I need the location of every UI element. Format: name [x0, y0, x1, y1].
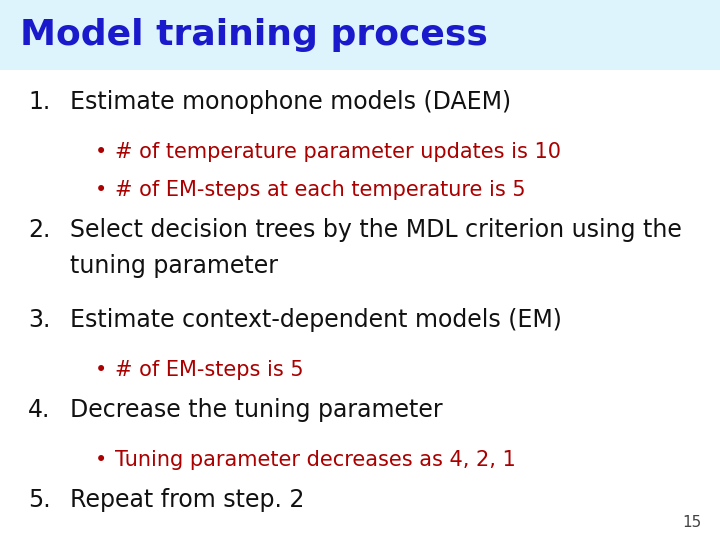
Text: 5.: 5. — [28, 488, 50, 512]
Text: •: • — [95, 180, 107, 200]
Text: Tuning parameter decreases as 4, 2, 1: Tuning parameter decreases as 4, 2, 1 — [115, 450, 516, 470]
Text: •: • — [95, 142, 107, 162]
Text: 3.: 3. — [28, 308, 50, 332]
Text: Repeat from step. 2: Repeat from step. 2 — [70, 488, 305, 512]
Text: # of temperature parameter updates is 10: # of temperature parameter updates is 10 — [115, 142, 561, 162]
Text: Estimate monophone models (DAEM): Estimate monophone models (DAEM) — [70, 90, 511, 114]
Text: # of EM-steps at each temperature is 5: # of EM-steps at each temperature is 5 — [115, 180, 526, 200]
Text: tuning parameter: tuning parameter — [70, 254, 278, 279]
Text: 15: 15 — [683, 515, 702, 530]
Text: Model training process: Model training process — [20, 18, 488, 52]
Text: 4.: 4. — [28, 398, 50, 422]
Text: 2.: 2. — [28, 218, 50, 242]
Text: •: • — [95, 360, 107, 380]
Text: Select decision trees by the MDL criterion using the: Select decision trees by the MDL criteri… — [70, 218, 682, 242]
Text: Decrease the tuning parameter: Decrease the tuning parameter — [70, 398, 443, 422]
Text: Estimate context-dependent models (EM): Estimate context-dependent models (EM) — [70, 308, 562, 332]
Text: # of EM-steps is 5: # of EM-steps is 5 — [115, 360, 304, 380]
Text: •: • — [95, 450, 107, 470]
Text: 1.: 1. — [28, 90, 50, 114]
Bar — [0, 0, 720, 70]
